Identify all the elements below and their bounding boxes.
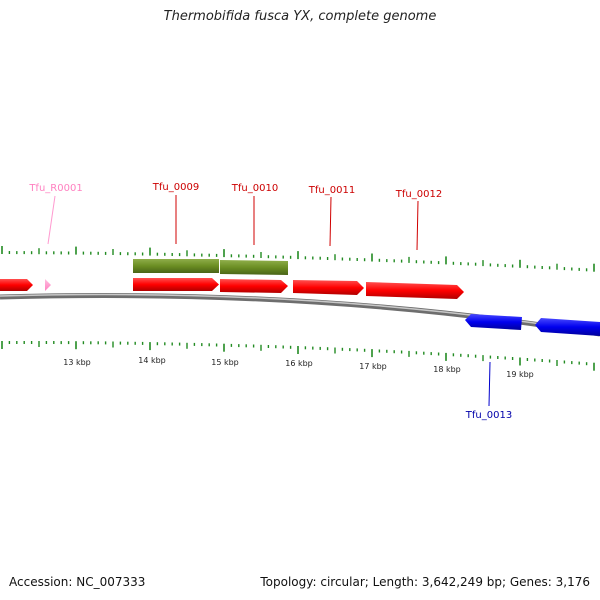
feature-label-tfu-0009: Tfu_0009 [152,182,199,193]
lower-tick-row [1,341,595,371]
gene-arrow-tfu-0012 [366,282,464,299]
feature-label-tfu-0010: Tfu_0010 [231,183,278,194]
scale-label: 17 kbp [359,362,387,371]
feature-label-tfu-r0001: Tfu_R0001 [28,183,82,194]
scale-label: 15 kbp [211,358,239,367]
genome-summary-text: Topology: circular; Length: 3,642,249 bp… [260,575,590,589]
gene-arrow-offscreen-right [535,318,600,336]
gene-arrow-tfu-0010 [220,279,288,293]
gene-arrow-tfu-0009 [133,278,219,291]
cds-band-segment [133,259,219,273]
feature-label-tfu-0012: Tfu_0012 [395,189,442,200]
gene-arrow-tfu-0011 [293,280,364,295]
scale-label: 16 kbp [285,359,313,368]
scale-label: 19 kbp [506,370,534,379]
upper-tick-row [1,246,595,272]
leader-line-tfu-0011 [329,196,332,247]
gene-arrow-offscreen-left [0,279,33,291]
map-title: Thermobifida fusca YX, complete genome [163,9,437,24]
cds-band-segment [220,260,288,275]
gene-arrow-tfu-0013 [465,314,522,330]
feature-label-tfu-0013: Tfu_0013 [465,410,512,421]
accession-text: Accession: NC_007333 [9,575,146,589]
rrna-arrow-tfu-r0001 [45,279,51,291]
leader-line-tfu-r0001 [47,195,56,245]
scale-label: 18 kbp [433,365,461,374]
leader-line-tfu-0013 [488,361,491,407]
scale-label: 14 kbp [138,356,166,365]
scale-label: 13 kbp [63,358,91,367]
feature-label-tfu-0011: Tfu_0011 [308,185,355,196]
leader-line-tfu-0012 [416,200,419,251]
